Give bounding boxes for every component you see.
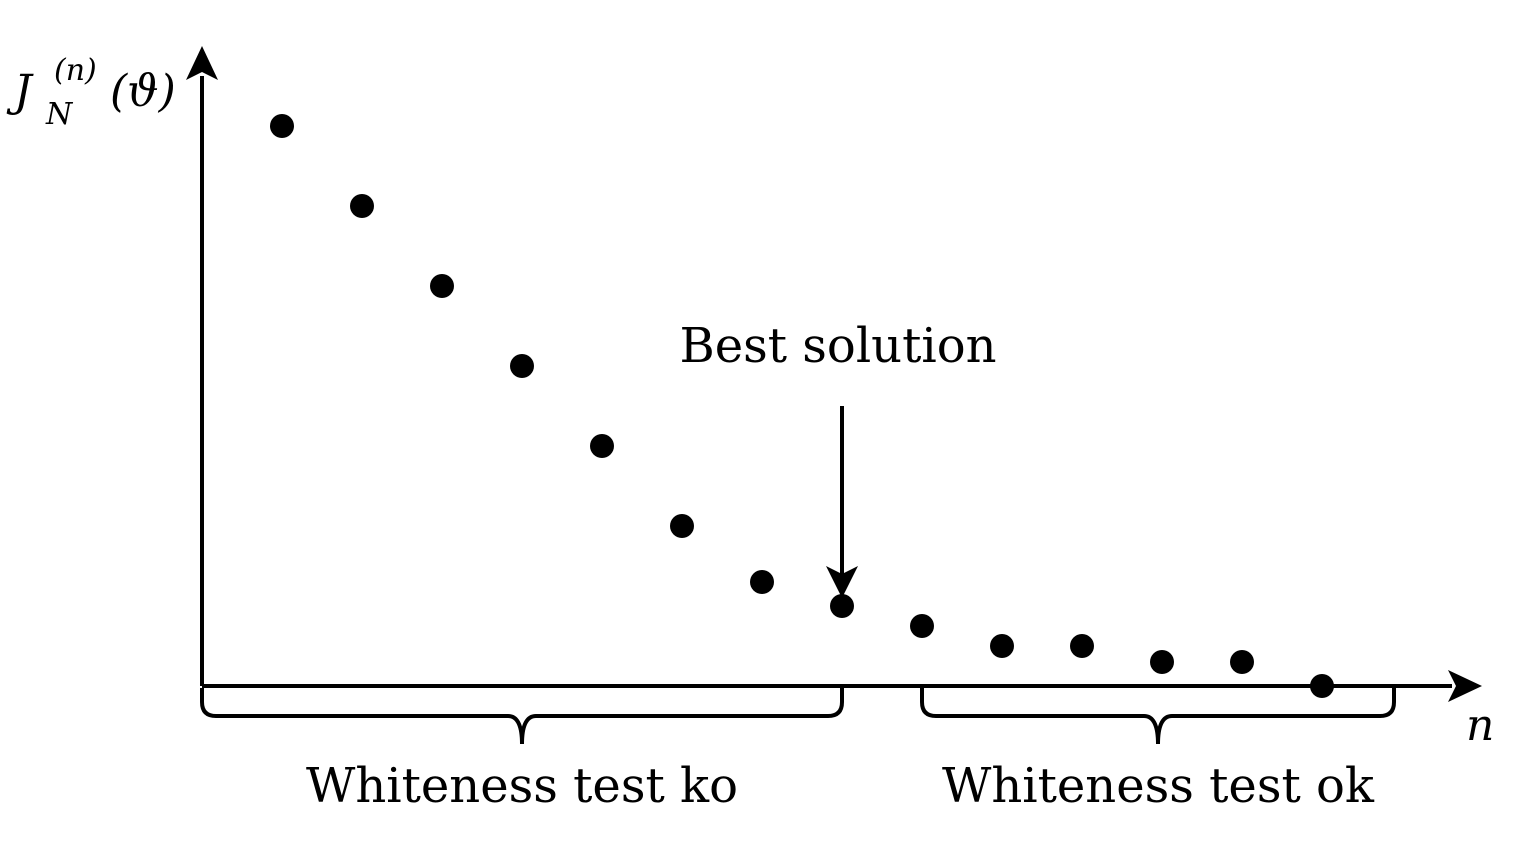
whiteness-test-ok-brace xyxy=(920,688,1396,745)
data-point xyxy=(590,434,614,458)
whiteness-test-ko-label: Whiteness test ko xyxy=(306,758,738,814)
data-point xyxy=(830,594,854,618)
best-solution-label: Best solution xyxy=(679,318,996,374)
y-axis-arrowhead xyxy=(186,46,218,80)
data-point xyxy=(510,354,534,378)
whiteness-braces xyxy=(200,688,1396,745)
y-label-base: J xyxy=(6,66,34,117)
data-point xyxy=(670,514,694,538)
x-axis-label: n xyxy=(1466,700,1494,751)
best-solution-arrowhead xyxy=(826,566,858,598)
data-point xyxy=(1310,674,1334,698)
data-point xyxy=(910,614,934,638)
data-point xyxy=(1070,634,1094,658)
data-point xyxy=(270,114,294,138)
y-label-subscript: N xyxy=(45,97,74,132)
whiteness-test-ok-label: Whiteness test ok xyxy=(942,758,1375,814)
x-axis-arrowhead xyxy=(1448,670,1482,702)
y-label-superscript: (n) xyxy=(54,53,97,88)
data-point xyxy=(430,274,454,298)
data-point xyxy=(990,634,1014,658)
y-axis-label: J N (n) (ϑ) xyxy=(6,53,176,132)
data-points xyxy=(270,114,1334,698)
data-point xyxy=(350,194,374,218)
whiteness-test-ko-brace xyxy=(200,688,844,745)
data-point xyxy=(1150,650,1174,674)
data-point xyxy=(750,570,774,594)
y-label-argument: (ϑ) xyxy=(110,66,176,117)
data-point xyxy=(1230,650,1254,674)
